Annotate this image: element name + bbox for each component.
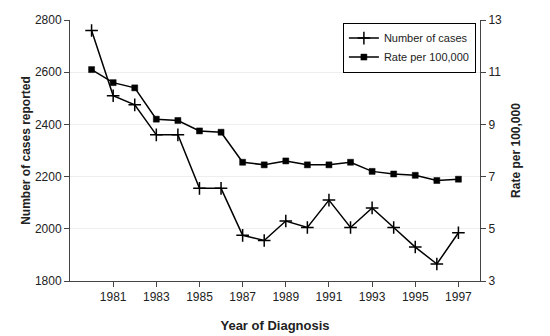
svg-text:Rate per 100,000: Rate per 100,000 bbox=[509, 103, 523, 198]
svg-text:11: 11 bbox=[488, 65, 501, 79]
svg-text:1995: 1995 bbox=[402, 290, 429, 304]
svg-text:2600: 2600 bbox=[35, 65, 62, 79]
svg-text:1985: 1985 bbox=[186, 290, 213, 304]
svg-text:1993: 1993 bbox=[359, 290, 386, 304]
svg-text:Year of Diagnosis: Year of Diagnosis bbox=[220, 318, 329, 333]
svg-text:1800: 1800 bbox=[35, 274, 62, 288]
svg-text:2800: 2800 bbox=[35, 13, 62, 27]
svg-text:13: 13 bbox=[488, 13, 502, 27]
svg-text:9: 9 bbox=[488, 118, 495, 132]
svg-text:2200: 2200 bbox=[35, 170, 62, 184]
svg-text:1987: 1987 bbox=[229, 290, 256, 304]
svg-text:7: 7 bbox=[488, 170, 495, 184]
svg-text:3: 3 bbox=[488, 274, 495, 288]
svg-text:1989: 1989 bbox=[272, 290, 299, 304]
svg-text:5: 5 bbox=[488, 222, 495, 236]
svg-text:Number of cases: Number of cases bbox=[384, 32, 468, 44]
svg-text:1981: 1981 bbox=[100, 290, 127, 304]
svg-text:2000: 2000 bbox=[35, 222, 62, 236]
svg-text:1991: 1991 bbox=[316, 290, 343, 304]
svg-text:1983: 1983 bbox=[143, 290, 170, 304]
svg-text:2400: 2400 bbox=[35, 118, 62, 132]
svg-text:Rate per 100,000: Rate per 100,000 bbox=[384, 51, 469, 63]
svg-text:1997: 1997 bbox=[445, 290, 472, 304]
svg-text:Number of cases reported: Number of cases reported bbox=[19, 76, 33, 225]
